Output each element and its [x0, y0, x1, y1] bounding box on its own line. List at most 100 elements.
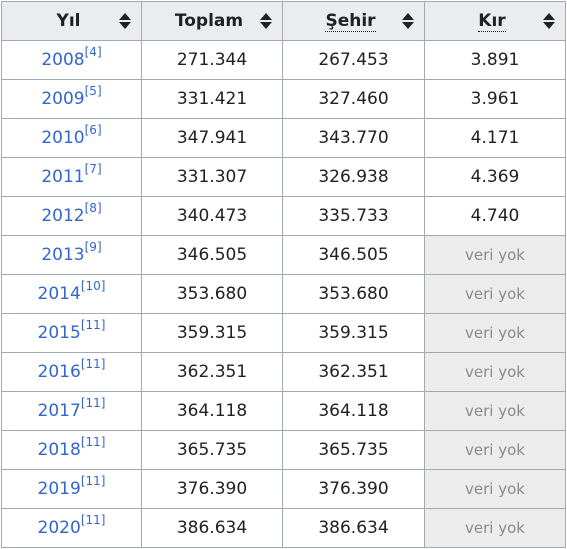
- year-cell[interactable]: 2015[11]: [1, 313, 142, 353]
- year-link[interactable]: 2018: [37, 440, 81, 460]
- rural-cell: veri yok: [424, 313, 566, 353]
- year-cell[interactable]: 2013[9]: [1, 235, 142, 275]
- year-link[interactable]: 2008: [41, 50, 85, 70]
- urban-cell: 376.390: [282, 469, 425, 509]
- year-cell[interactable]: 2016[11]: [1, 352, 142, 392]
- year-cell[interactable]: 2018[11]: [1, 430, 142, 470]
- total-cell: 331.421: [141, 79, 283, 119]
- total-cell: 364.118: [141, 391, 283, 431]
- citation-ref-link[interactable]: [8]: [84, 201, 102, 216]
- year-cell[interactable]: 2010[6]: [1, 118, 142, 158]
- total-cell: 386.634: [141, 508, 283, 548]
- citation-ref-link[interactable]: [11]: [80, 318, 106, 333]
- citation-ref-link[interactable]: [7]: [84, 162, 102, 177]
- citation-ref-link[interactable]: [5]: [84, 84, 102, 99]
- rural-cell: 4.369: [424, 157, 566, 197]
- total-cell: 376.390: [141, 469, 283, 509]
- rural-cell: veri yok: [424, 430, 566, 470]
- table-row: 2018[11] 365.735 365.735 veri yok: [1, 430, 566, 470]
- total-cell: 271.344: [141, 40, 283, 80]
- table-row: 2011[7] 331.307 326.938 4.369: [1, 157, 566, 197]
- urban-cell: 386.634: [282, 508, 425, 548]
- rural-cell: veri yok: [424, 235, 566, 275]
- citation-ref-link[interactable]: [6]: [84, 123, 102, 138]
- total-cell: 353.680: [141, 274, 283, 314]
- year-link[interactable]: 2016: [37, 362, 81, 382]
- table-row: 2009[5] 331.421 327.460 3.961: [1, 79, 566, 119]
- sort-arrows-icon[interactable]: [402, 13, 414, 29]
- table-row: 2016[11] 362.351 362.351 veri yok: [1, 352, 566, 392]
- total-cell: 346.505: [141, 235, 283, 275]
- table-row: 2020[11] 386.634 386.634 veri yok: [1, 508, 566, 548]
- table-row: 2014[10] 353.680 353.680 veri yok: [1, 274, 566, 314]
- citation-ref-link[interactable]: [4]: [84, 45, 102, 60]
- citation-ref-link[interactable]: [11]: [80, 357, 106, 372]
- column-header-urban[interactable]: Şehir: [282, 1, 425, 41]
- urban-cell: 346.505: [282, 235, 425, 275]
- rural-cell: 4.740: [424, 196, 566, 236]
- year-link[interactable]: 2020: [37, 518, 81, 538]
- year-link[interactable]: 2015: [37, 323, 81, 343]
- citation-ref-link[interactable]: [9]: [84, 240, 102, 255]
- year-link[interactable]: 2014: [37, 284, 81, 304]
- year-link[interactable]: 2019: [37, 479, 81, 499]
- total-cell: 362.351: [141, 352, 283, 392]
- table-row: 2017[11] 364.118 364.118 veri yok: [1, 391, 566, 431]
- year-link[interactable]: 2009: [41, 89, 85, 109]
- year-cell[interactable]: 2011[7]: [1, 157, 142, 197]
- column-header-year[interactable]: Yıl: [1, 1, 142, 41]
- sort-arrows-icon[interactable]: [260, 13, 272, 29]
- citation-ref-link[interactable]: [11]: [80, 396, 106, 411]
- column-header-total-label: Toplam: [174, 11, 244, 31]
- urban-cell: 326.938: [282, 157, 425, 197]
- year-cell[interactable]: 2014[10]: [1, 274, 142, 314]
- total-cell: 347.941: [141, 118, 283, 158]
- table-row: 2008[4] 271.344 267.453 3.891: [1, 40, 566, 80]
- table-row: 2010[6] 347.941 343.770 4.171: [1, 118, 566, 158]
- year-link[interactable]: 2012: [41, 206, 85, 226]
- total-cell: 359.315: [141, 313, 283, 353]
- citation-ref-link[interactable]: [10]: [80, 279, 106, 294]
- column-header-urban-label: Şehir: [325, 10, 376, 32]
- year-link[interactable]: 2011: [41, 167, 85, 187]
- sort-arrows-icon[interactable]: [119, 13, 131, 29]
- urban-cell: 365.735: [282, 430, 425, 470]
- rural-cell: 4.171: [424, 118, 566, 158]
- rural-cell: 3.891: [424, 40, 566, 80]
- urban-cell: 327.460: [282, 79, 425, 119]
- year-link[interactable]: 2013: [41, 245, 85, 265]
- total-cell: 340.473: [141, 196, 283, 236]
- urban-cell: 364.118: [282, 391, 425, 431]
- total-cell: 365.735: [141, 430, 283, 470]
- year-link[interactable]: 2010: [41, 128, 85, 148]
- year-cell[interactable]: 2012[8]: [1, 196, 142, 236]
- year-cell[interactable]: 2019[11]: [1, 469, 142, 509]
- year-cell[interactable]: 2020[11]: [1, 508, 142, 548]
- sort-arrows-icon[interactable]: [543, 13, 555, 29]
- urban-cell: 359.315: [282, 313, 425, 353]
- table-row: 2012[8] 340.473 335.733 4.740: [1, 196, 566, 236]
- rural-cell: veri yok: [424, 508, 566, 548]
- column-header-rural-label: Kır: [478, 10, 506, 32]
- rural-cell: veri yok: [424, 274, 566, 314]
- rural-cell: veri yok: [424, 469, 566, 509]
- table-body: 2008[4] 271.344 267.453 3.891 2009[5] 331.421…: [1, 40, 566, 548]
- column-header-rural[interactable]: Kır: [424, 1, 566, 41]
- table-row: 2015[11] 359.315 359.315 veri yok: [1, 313, 566, 353]
- total-cell: 331.307: [141, 157, 283, 197]
- citation-ref-link[interactable]: [11]: [80, 435, 106, 450]
- column-header-total[interactable]: Toplam: [141, 1, 283, 41]
- citation-ref-link[interactable]: [11]: [80, 474, 106, 489]
- urban-cell: 335.733: [282, 196, 425, 236]
- rural-cell: veri yok: [424, 352, 566, 392]
- year-link[interactable]: 2017: [37, 401, 81, 421]
- column-header-year-label: Yıl: [56, 11, 81, 31]
- rural-cell: veri yok: [424, 391, 566, 431]
- year-cell[interactable]: 2009[5]: [1, 79, 142, 119]
- year-cell[interactable]: 2017[11]: [1, 391, 142, 431]
- year-cell[interactable]: 2008[4]: [1, 40, 142, 80]
- table-row: 2019[11] 376.390 376.390 veri yok: [1, 469, 566, 509]
- citation-ref-link[interactable]: [11]: [80, 513, 106, 528]
